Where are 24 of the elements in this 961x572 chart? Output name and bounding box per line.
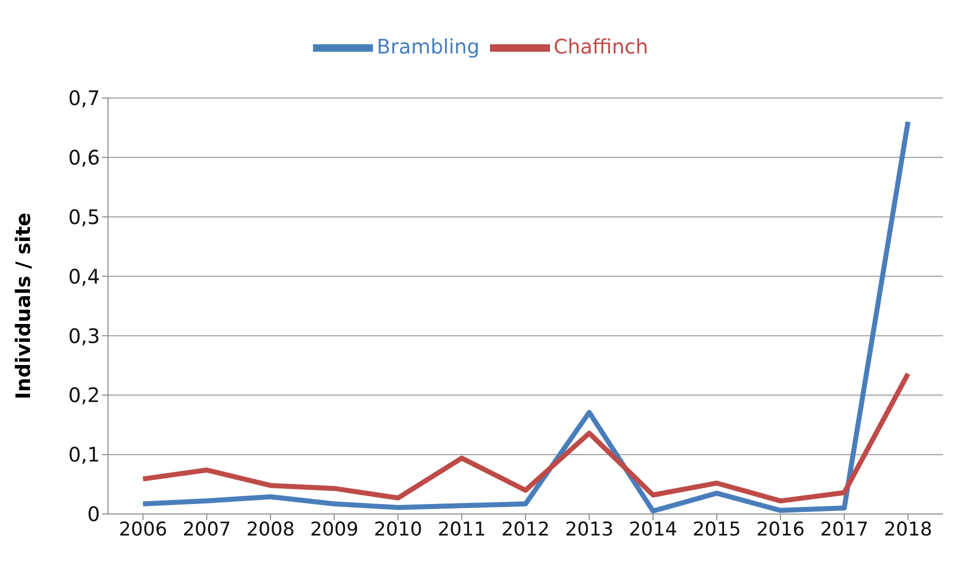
y-tick-label: 0 [87, 502, 100, 526]
x-tick-label: 2018 [884, 518, 932, 540]
x-tick-label: 2009 [310, 518, 358, 540]
x-tick-label: 2015 [692, 518, 741, 540]
y-tick-label: 0,4 [68, 264, 100, 288]
y-tick-label: 0,3 [68, 324, 100, 348]
x-tick-label: 2013 [565, 518, 614, 540]
x-tick-label: 2017 [820, 518, 868, 540]
x-tick-label: 2006 [118, 518, 168, 540]
x-tick-label: 2011 [438, 518, 486, 540]
x-tick-label: 2016 [756, 518, 805, 540]
x-tick-label: 2014 [628, 518, 678, 540]
y-tick-label: 0,7 [68, 86, 100, 110]
x-tick-label: 2010 [374, 518, 422, 540]
y-axis-title: Individuals / site [11, 212, 36, 400]
y-tick-label: 0,2 [68, 383, 100, 408]
y-tick-label: 0,1 [68, 442, 100, 467]
y-tick-label: 0,6 [68, 146, 100, 170]
legend-label: Brambling [376, 34, 480, 58]
x-tick-label: 2008 [246, 518, 295, 540]
y-tick-label: 0,5 [68, 204, 100, 229]
x-tick-label: 2007 [182, 518, 231, 540]
legend-label: Chaffinch [554, 34, 648, 58]
x-tick-label: 2012 [501, 518, 550, 540]
